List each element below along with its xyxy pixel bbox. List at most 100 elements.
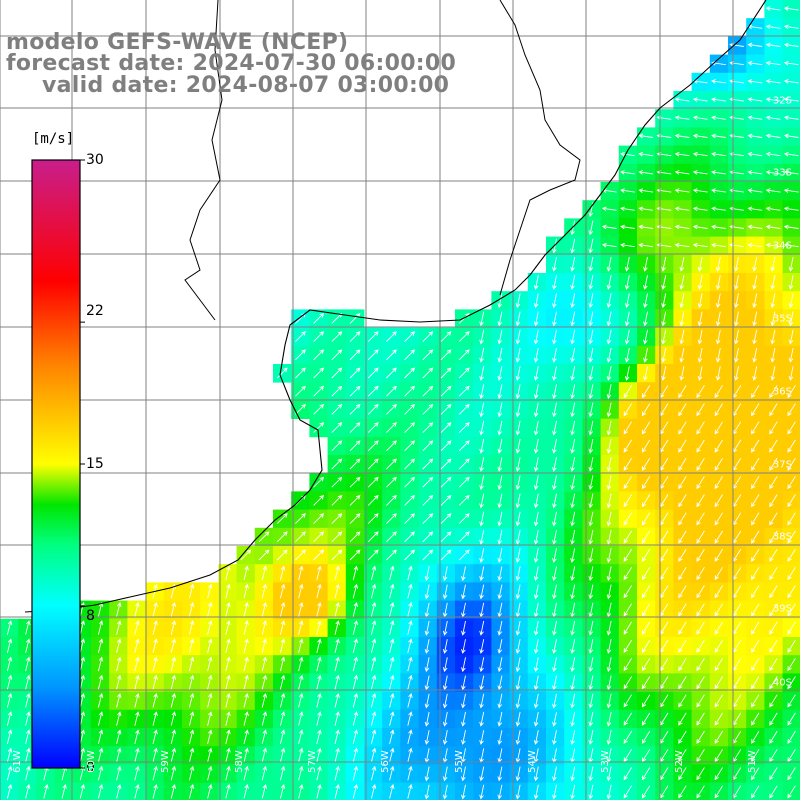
wind-arrow (588, 475, 594, 491)
wind-arrow (207, 692, 213, 708)
wind-arrow (407, 620, 413, 635)
wind-arrow (678, 530, 687, 544)
wind-arrow (79, 747, 86, 763)
wind-arrow (696, 439, 705, 453)
wind-arrow (515, 693, 521, 709)
wind-arrow (765, 224, 781, 230)
wind-arrow (61, 783, 67, 799)
lon-label: 55W (453, 750, 465, 773)
wind-arrow (696, 658, 705, 672)
wind-arrow (497, 675, 503, 691)
lat-label: 38S (772, 531, 792, 543)
wind-arrow (696, 530, 705, 544)
wind-arrow (769, 403, 778, 417)
wind-arrow (747, 60, 763, 66)
wind-arrow (370, 692, 377, 708)
wind-arrow (623, 567, 632, 581)
wind-arrow (751, 603, 760, 617)
wind-arrow (752, 311, 758, 327)
lat-label: 36S (772, 386, 792, 398)
wind-arrow (734, 275, 739, 290)
wind-arrow (313, 422, 325, 433)
wind-arrow (751, 548, 760, 562)
wind-arrow (316, 765, 322, 781)
wind-arrow (674, 97, 690, 102)
wind-arrow (533, 329, 539, 345)
wind-arrow (298, 674, 304, 690)
wind-arrow (641, 785, 651, 799)
wind-arrow (386, 476, 397, 488)
wind-arrow (261, 565, 268, 581)
wind-arrow (783, 206, 799, 212)
wind-arrow (497, 566, 503, 582)
wind-arrow (479, 420, 485, 436)
wind-arrow (479, 384, 485, 400)
wind-arrow (279, 765, 286, 781)
wind-arrow (624, 329, 630, 345)
wind-arrow (152, 765, 158, 781)
wind-arrow (783, 24, 799, 30)
wind-arrow (370, 638, 377, 654)
wind-arrow (188, 638, 195, 654)
wind-arrow (352, 692, 359, 708)
wind-arrow (79, 729, 86, 745)
wind-arrow (783, 242, 799, 248)
colorbar-tick: 8 (86, 608, 95, 624)
wind-arrow (678, 676, 687, 690)
wind-arrow (533, 438, 539, 454)
wind-arrow (386, 513, 397, 524)
wind-arrow (661, 347, 667, 363)
wind-arrow (97, 711, 104, 726)
wind-arrow (170, 765, 177, 781)
wind-arrow (367, 385, 379, 397)
wind-arrow (638, 188, 654, 193)
wind-arrow (661, 366, 667, 381)
wind-arrow (570, 675, 576, 691)
wind-arrow (570, 311, 576, 327)
wind-arrow (25, 783, 31, 799)
wind-arrow (440, 476, 452, 488)
wind-arrow (552, 238, 557, 254)
wind-arrow (116, 711, 122, 726)
wind-arrow (331, 531, 343, 543)
wind-arrow (660, 476, 669, 490)
wind-arrow (620, 224, 635, 230)
wind-arrow (334, 765, 340, 781)
wind-arrow (261, 692, 268, 708)
wind-arrow (696, 403, 705, 417)
wind-arrow (606, 384, 612, 400)
wind-arrow (170, 638, 177, 654)
wind-arrow (660, 548, 669, 562)
wind-arrow (623, 457, 632, 471)
forecast-date: forecast date: 2024-07-30 06:00:00 (6, 51, 457, 76)
wind-arrow (624, 347, 630, 363)
wind-arrow (783, 60, 799, 66)
wind-arrow (515, 711, 521, 727)
wind-arrow (674, 115, 690, 121)
wind-arrow (116, 692, 122, 708)
wind-arrow (752, 275, 758, 290)
wind-arrow (389, 783, 395, 799)
wind-arrow (404, 549, 416, 561)
wind-arrow (770, 293, 776, 309)
wind-arrow (331, 331, 343, 342)
wind-arrow (331, 349, 343, 361)
wind-arrow (533, 511, 539, 527)
wind-arrow (298, 601, 304, 617)
wind-arrow (643, 347, 648, 363)
wind-arrow (225, 620, 231, 635)
wind-arrow (552, 347, 557, 363)
wind-arrow (316, 711, 322, 726)
wind-arrow (533, 529, 539, 545)
wind-arrow (678, 694, 687, 708)
wind-arrow (696, 457, 705, 471)
wind-arrow (6, 656, 13, 672)
wind-arrow (207, 656, 213, 672)
wind-arrow (479, 566, 485, 582)
wind-arrow (606, 766, 612, 782)
wind-arrow (641, 439, 651, 453)
wind-arrow (751, 676, 760, 690)
lon-label: 56W (379, 750, 391, 773)
wind-arrow (765, 242, 781, 248)
wind-arrow (641, 548, 651, 562)
